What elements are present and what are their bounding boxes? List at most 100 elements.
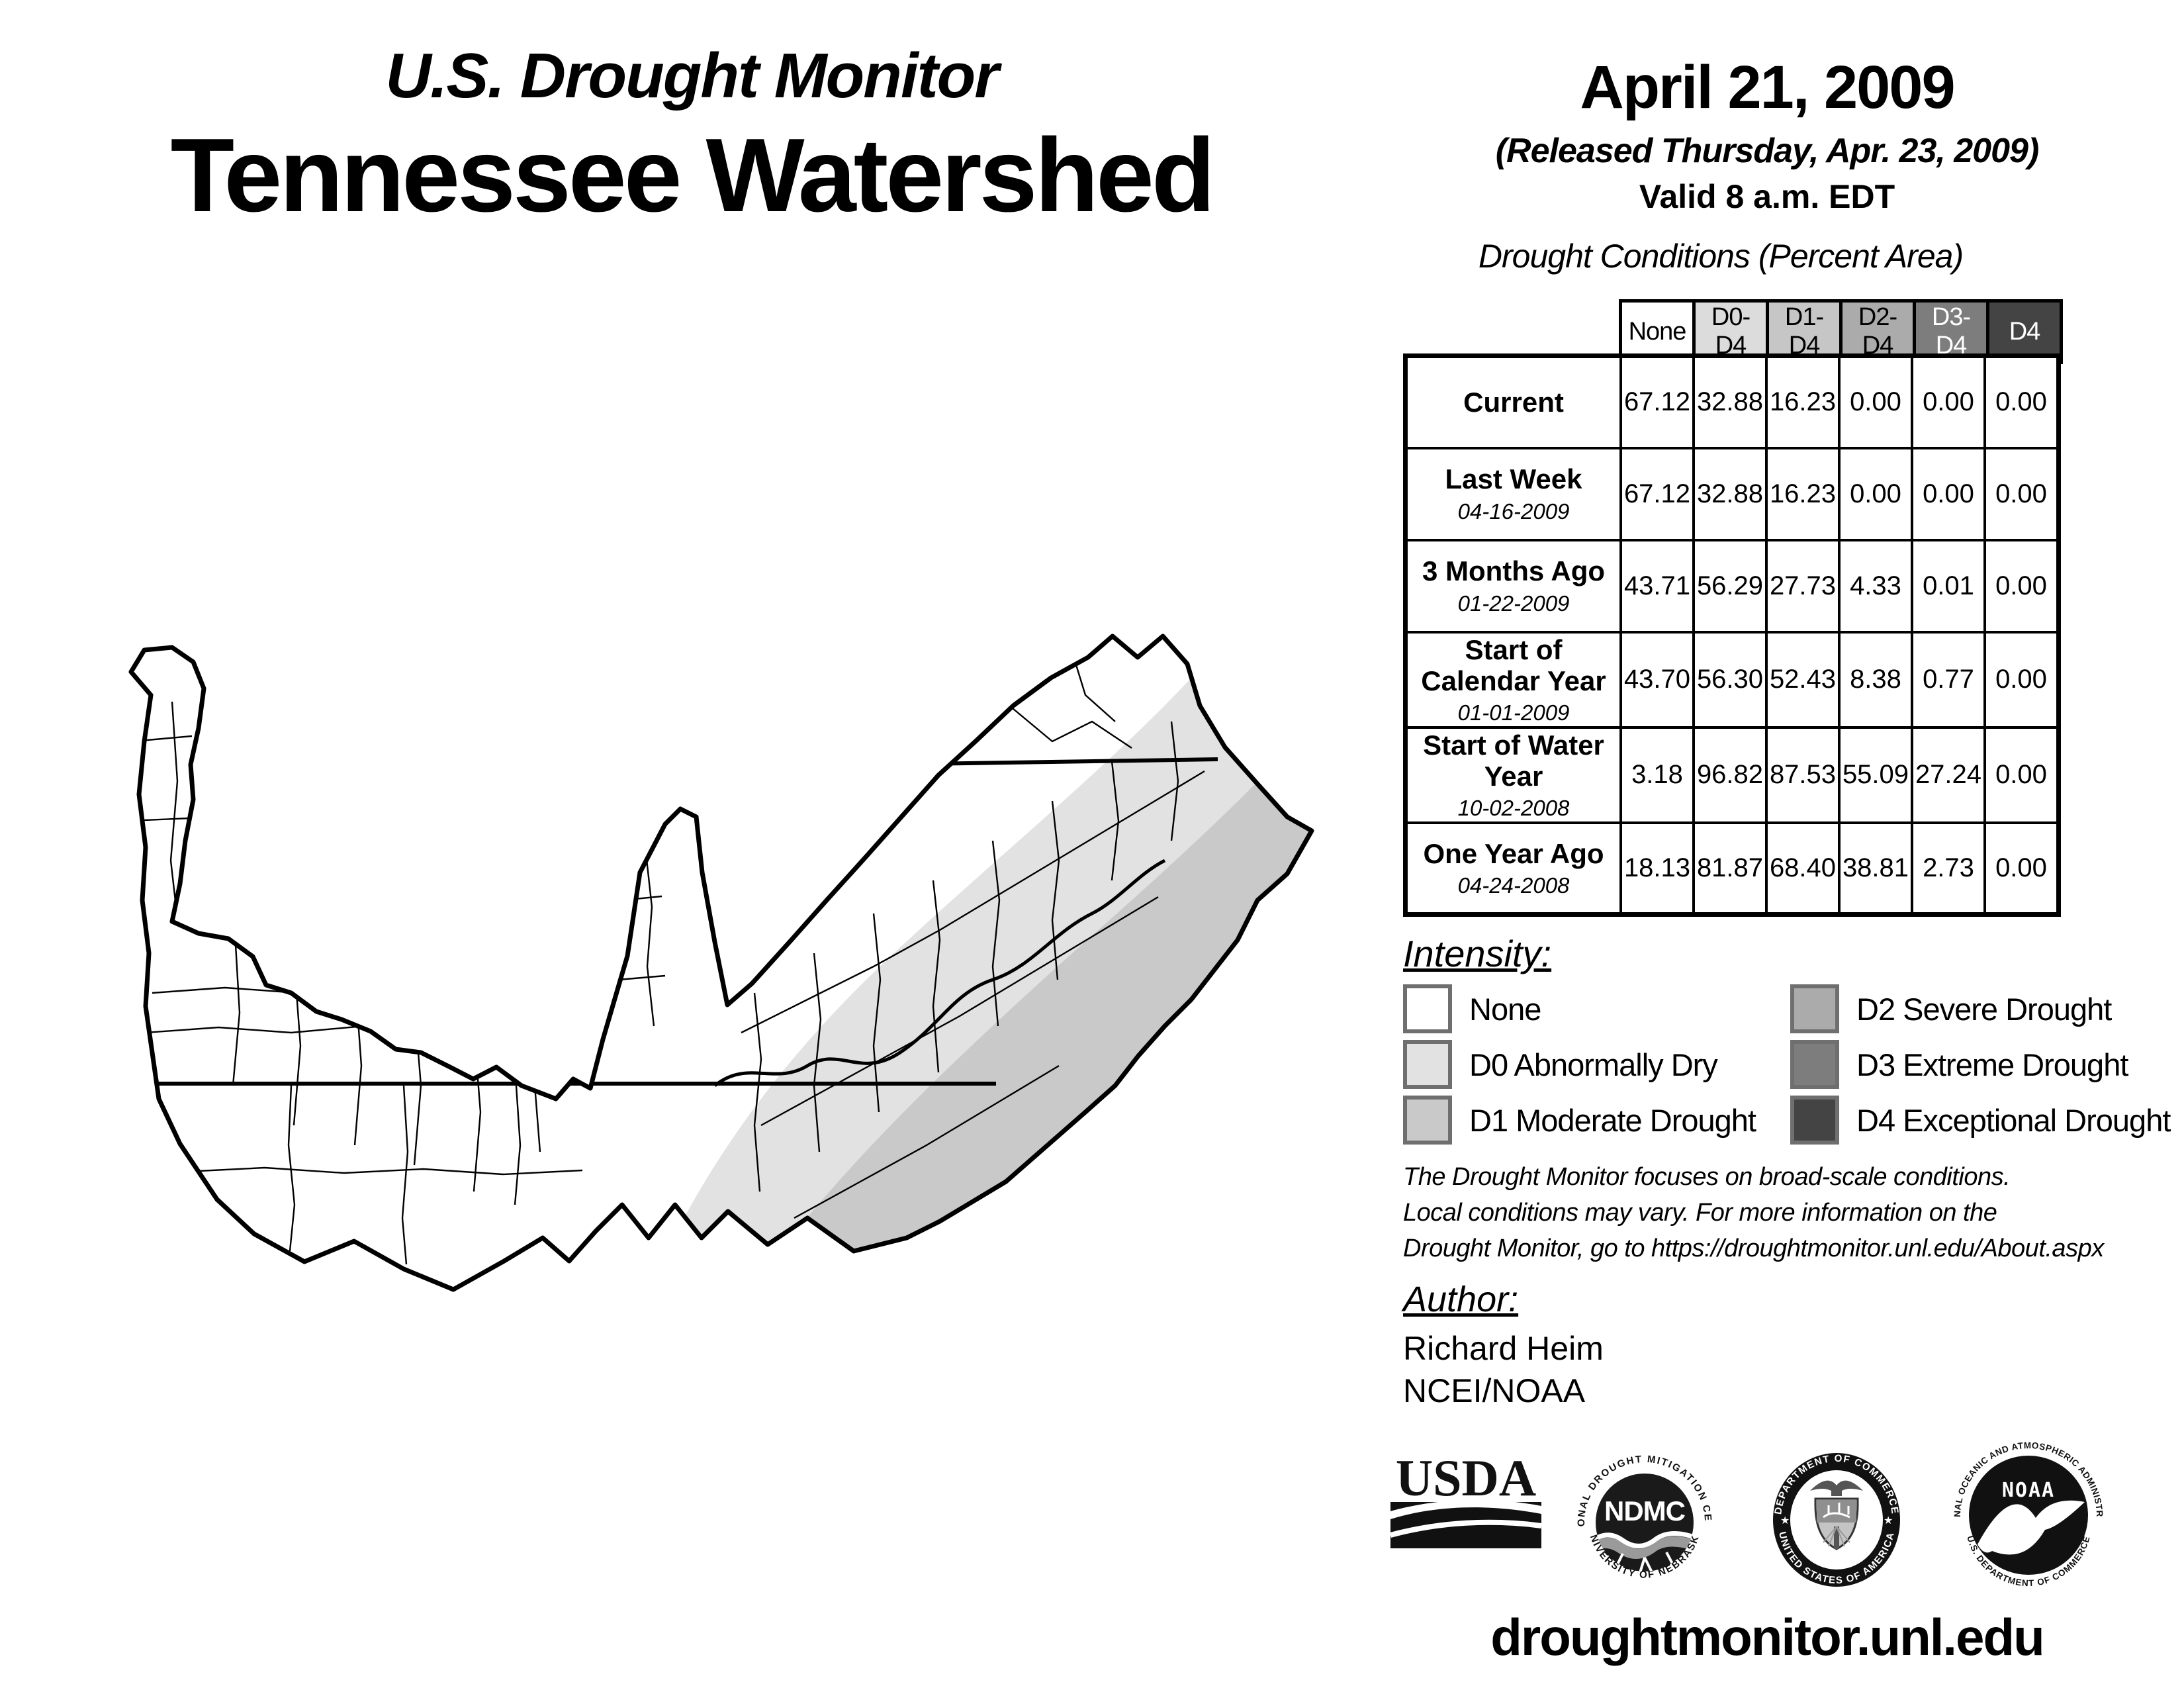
page-title: Tennessee Watershed	[170, 117, 1216, 234]
column-header-d1-d4: D1-D4	[1766, 299, 1843, 364]
legend-label: D3 Extreme Drought	[1856, 1047, 2128, 1082]
table-cell: 18.13	[1619, 821, 1695, 916]
author-name: Richard Heim	[1403, 1330, 1604, 1367]
table-row: Start of Calendar Year 01-01-2009 43.70 56.…	[1404, 630, 2060, 729]
legend-swatch	[1790, 1096, 1839, 1145]
noaa-logo-text: NOAA	[2002, 1479, 2055, 1502]
table-cell: 32.88	[1692, 354, 1768, 449]
legend-swatch	[1403, 1096, 1452, 1145]
row-label-date: 01-01-2009	[1457, 700, 1570, 725]
table-row: One Year Ago 04-24-2008 18.13 81.87 68.40 38.…	[1404, 821, 2060, 916]
table-cell: 16.23	[1765, 354, 1841, 449]
valid-time: Valid 8 a.m. EDT	[1639, 178, 1895, 215]
table-cell: 67.12	[1619, 354, 1695, 449]
table-title: Drought Conditions (Percent Area)	[1478, 238, 1964, 275]
usda-logo: USDA	[1389, 1453, 1542, 1548]
legend-label: D2 Severe Drought	[1856, 991, 2112, 1027]
table-cell: 87.53	[1765, 726, 1841, 824]
usda-logo-text: USDA	[1396, 1453, 1536, 1507]
table-cell: 38.81	[1838, 821, 1913, 916]
row-label-date: 01-22-2009	[1457, 590, 1570, 616]
drought-table-header: None D0-D4 D1-D4 D2-D4 D3-D4 D4	[1619, 299, 2063, 364]
footer-url[interactable]: droughtmonitor.unl.edu	[1490, 1608, 2045, 1666]
row-label-date: 04-24-2008	[1457, 872, 1570, 898]
table-cell: 8.38	[1838, 630, 1913, 729]
legend-item: D0 Abnormally Dry	[1403, 1040, 1790, 1089]
row-label: Current	[1404, 354, 1622, 449]
row-label-text: 3 Months Ago	[1422, 555, 1606, 587]
column-header-d3-d4: D3-D4	[1913, 299, 1989, 364]
row-label-text: Current	[1463, 387, 1564, 418]
table-cell: 0.00	[1838, 446, 1913, 541]
row-label: 3 Months Ago 01-22-2009	[1404, 538, 1622, 633]
legend-label: D1 Moderate Drought	[1469, 1102, 1756, 1138]
watershed-outline	[128, 633, 1314, 1292]
legend-swatch	[1790, 984, 1839, 1033]
legend-label: D0 Abnormally Dry	[1469, 1047, 1718, 1082]
legend-label: D4 Exceptional Drought	[1856, 1102, 2171, 1138]
disclaimer-text: The Drought Monitor focuses on broad-sca…	[1403, 1160, 2184, 1267]
disclaimer-line: The Drought Monitor focuses on broad-sca…	[1403, 1163, 2011, 1191]
drought-table: Current 67.12 32.88 16.23 0.00 0.00 0.00 Last W…	[1403, 353, 2061, 917]
table-cell: 43.70	[1619, 630, 1695, 729]
author-heading: Author:	[1403, 1280, 1519, 1319]
table-cell: 3.18	[1619, 726, 1695, 824]
watershed-map	[128, 633, 1314, 1292]
table-cell: 67.12	[1619, 446, 1695, 541]
doc-star-right: ★	[1884, 1515, 1893, 1526]
table-cell: 81.87	[1692, 821, 1768, 916]
column-header-none: None	[1619, 299, 1696, 364]
table-cell: 0.00	[1838, 354, 1913, 449]
table-cell: 52.43	[1765, 630, 1841, 729]
table-cell: 27.24	[1911, 726, 1986, 824]
table-cell: 27.73	[1765, 538, 1841, 633]
table-cell: 32.88	[1692, 446, 1768, 541]
legend-item: D2 Severe Drought	[1790, 984, 2184, 1033]
row-label-text: Start of Water Year	[1423, 729, 1604, 792]
table-header-row: None D0-D4 D1-D4 D2-D4 D3-D4 D4	[1619, 299, 2063, 364]
legend-swatch	[1403, 984, 1452, 1033]
table-cell: 68.40	[1765, 821, 1841, 916]
table-cell: 16.23	[1765, 446, 1841, 541]
disclaimer-line: Drought Monitor, go to https://droughtmo…	[1403, 1234, 2104, 1262]
intensity-legend: None D0 Abnormally Dry D1 Moderate Drought…	[1403, 981, 2184, 1148]
table-row: 3 Months Ago 01-22-2009 43.71 56.29 27.73 4.3…	[1404, 538, 2060, 633]
ndmc-logo-text: NDMC	[1604, 1495, 1686, 1526]
table-cell: 56.30	[1692, 630, 1768, 729]
lake-outline	[921, 685, 942, 701]
row-label-text: One Year Ago	[1423, 837, 1604, 869]
table-cell: 4.33	[1838, 538, 1913, 633]
map-d0-area	[635, 636, 1312, 1289]
row-label: Start of Water Year 10-02-2008	[1404, 726, 1622, 824]
table-row: Start of Water Year 10-02-2008 3.18 96.82 87…	[1404, 726, 2060, 824]
legend-item: None	[1403, 984, 1790, 1033]
ndmc-logo: NATIONAL DROUGHT MITIGATION CENTER UNIVE…	[1570, 1446, 1712, 1581]
row-label-date: 10-02-2008	[1457, 795, 1570, 820]
legend-item: D4 Exceptional Drought	[1790, 1096, 2184, 1145]
legend-title: Intensity:	[1403, 933, 1552, 974]
table-cell: 0.01	[1911, 538, 1986, 633]
report-title: U.S. Drought Monitor	[385, 40, 999, 111]
column-header-d0-d4: D0-D4	[1692, 299, 1769, 364]
table-cell: 0.00	[1983, 446, 2060, 541]
legend-swatch	[1403, 1040, 1452, 1089]
row-label-date: 04-16-2009	[1457, 498, 1570, 524]
author-org: NCEI/NOAA	[1403, 1372, 1586, 1409]
row-label: Last Week 04-16-2009	[1404, 446, 1622, 541]
table-cell: 55.09	[1838, 726, 1913, 824]
map-date: April 21, 2009	[1580, 54, 1955, 121]
table-cell: 2.73	[1911, 821, 1986, 916]
column-header-d4: D4	[1986, 299, 2063, 364]
table-cell: 56.29	[1692, 538, 1768, 633]
table-cell: 0.00	[1911, 354, 1986, 449]
legend-item: D3 Extreme Drought	[1790, 1040, 2184, 1089]
disclaimer-line: Local conditions may vary. For more info…	[1403, 1198, 1997, 1227]
doc-eagle	[1810, 1480, 1863, 1496]
noaa-bird	[1978, 1500, 2085, 1555]
table-cell: 43.71	[1619, 538, 1695, 633]
table-cell: 0.00	[1911, 446, 1986, 541]
table-row: Current 67.12 32.88 16.23 0.00 0.00 0.00	[1404, 354, 2060, 449]
table-row: Last Week 04-16-2009 67.12 32.88 16.23 0.00 0.…	[1404, 446, 2060, 541]
table-cell: 96.82	[1692, 726, 1768, 824]
legend-swatch	[1790, 1040, 1839, 1089]
